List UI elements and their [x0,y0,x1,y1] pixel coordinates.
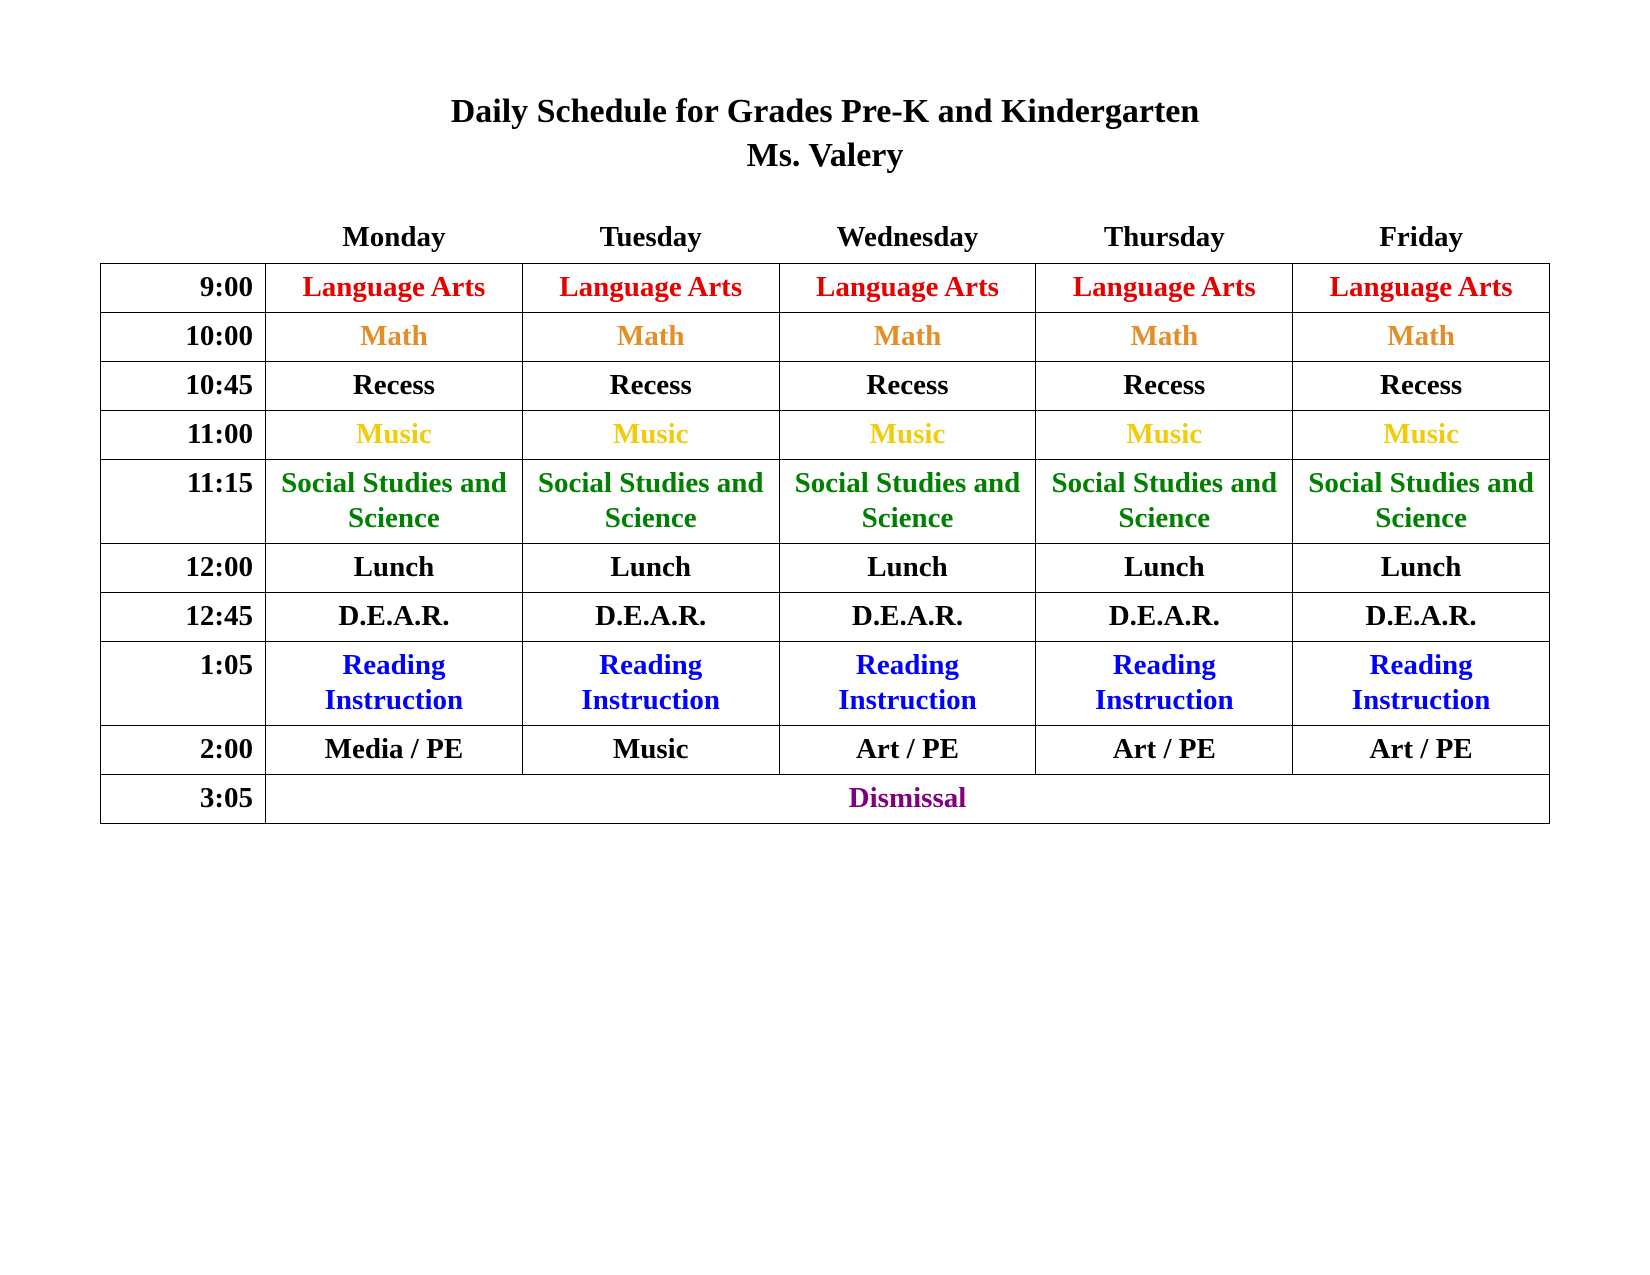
subject-cell: Language Arts [779,263,1036,312]
subject-cell: Music [522,411,779,460]
subject-cell: Social Studies and Science [266,460,523,543]
subject-cell: Language Arts [1036,263,1293,312]
subject-cell: Reading Instruction [779,642,1036,725]
subject-cell: Lunch [779,543,1036,592]
dismissal-cell: Dismissal [266,775,1550,824]
day-header: Wednesday [779,214,1036,263]
subject-cell: Reading Instruction [1036,642,1293,725]
time-cell: 2:00 [101,725,266,774]
subject-cell: Lunch [522,543,779,592]
time-cell: 3:05 [101,775,266,824]
header-row: Monday Tuesday Wednesday Thursday Friday [101,214,1550,263]
subject-cell: Language Arts [522,263,779,312]
subject-cell: Math [1293,312,1550,361]
subject-cell: Social Studies and Science [1036,460,1293,543]
time-cell: 12:00 [101,543,266,592]
table-row: 11:00MusicMusicMusicMusicMusic [101,411,1550,460]
table-row: 10:45RecessRecessRecessRecessRecess [101,362,1550,411]
dismissal-row: 3:05Dismissal [101,775,1550,824]
subject-cell: Music [1036,411,1293,460]
subject-cell: Math [1036,312,1293,361]
table-row: 12:00LunchLunchLunchLunchLunch [101,543,1550,592]
table-row: 11:15Social Studies and ScienceSocial St… [101,460,1550,543]
subject-cell: Language Arts [1293,263,1550,312]
subject-cell: Math [266,312,523,361]
table-row: 2:00Media / PEMusicArt / PEArt / PEArt /… [101,725,1550,774]
schedule-body: 9:00Language ArtsLanguage ArtsLanguage A… [101,263,1550,824]
day-header: Tuesday [522,214,779,263]
subject-cell: D.E.A.R. [522,593,779,642]
subject-cell: Reading Instruction [266,642,523,725]
time-cell: 11:15 [101,460,266,543]
subject-cell: Media / PE [266,725,523,774]
time-cell: 10:45 [101,362,266,411]
subject-cell: Music [266,411,523,460]
subject-cell: Art / PE [779,725,1036,774]
subject-cell: Math [522,312,779,361]
table-row: 9:00Language ArtsLanguage ArtsLanguage A… [101,263,1550,312]
table-row: 12:45D.E.A.R.D.E.A.R.D.E.A.R.D.E.A.R.D.E… [101,593,1550,642]
subject-cell: Recess [1293,362,1550,411]
table-row: 10:00MathMathMathMathMath [101,312,1550,361]
subject-cell: Math [779,312,1036,361]
subject-cell: Reading Instruction [1293,642,1550,725]
time-header-blank [101,214,266,263]
title-line-1: Daily Schedule for Grades Pre-K and Kind… [0,90,1650,134]
subject-cell: Lunch [1036,543,1293,592]
table-row: 1:05Reading InstructionReading Instructi… [101,642,1550,725]
subject-cell: Social Studies and Science [1293,460,1550,543]
time-cell: 10:00 [101,312,266,361]
subject-cell: Music [1293,411,1550,460]
day-header: Monday [266,214,523,263]
subject-cell: Lunch [1293,543,1550,592]
subject-cell: D.E.A.R. [1293,593,1550,642]
subject-cell: Music [522,725,779,774]
subject-cell: Social Studies and Science [779,460,1036,543]
day-header: Thursday [1036,214,1293,263]
subject-cell: Language Arts [266,263,523,312]
page-title: Daily Schedule for Grades Pre-K and Kind… [0,90,1650,178]
subject-cell: Lunch [266,543,523,592]
subject-cell: Music [779,411,1036,460]
day-header: Friday [1293,214,1550,263]
subject-cell: Art / PE [1036,725,1293,774]
schedule-container: Monday Tuesday Wednesday Thursday Friday… [100,214,1550,824]
time-cell: 12:45 [101,593,266,642]
title-line-2: Ms. Valery [0,134,1650,178]
subject-cell: Recess [1036,362,1293,411]
subject-cell: Recess [522,362,779,411]
subject-cell: D.E.A.R. [779,593,1036,642]
subject-cell: Reading Instruction [522,642,779,725]
schedule-table: Monday Tuesday Wednesday Thursday Friday… [100,214,1550,824]
subject-cell: Recess [266,362,523,411]
subject-cell: D.E.A.R. [266,593,523,642]
time-cell: 9:00 [101,263,266,312]
subject-cell: Social Studies and Science [522,460,779,543]
subject-cell: D.E.A.R. [1036,593,1293,642]
time-cell: 1:05 [101,642,266,725]
subject-cell: Recess [779,362,1036,411]
time-cell: 11:00 [101,411,266,460]
subject-cell: Art / PE [1293,725,1550,774]
